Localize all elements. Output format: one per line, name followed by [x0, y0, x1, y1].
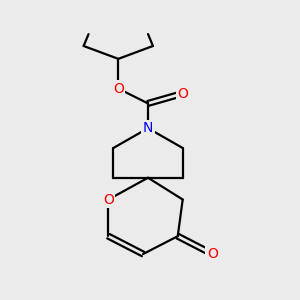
- Text: O: O: [113, 82, 124, 96]
- Text: N: N: [143, 121, 153, 135]
- Text: O: O: [207, 247, 218, 261]
- Text: O: O: [177, 86, 188, 100]
- Text: O: O: [103, 193, 114, 206]
